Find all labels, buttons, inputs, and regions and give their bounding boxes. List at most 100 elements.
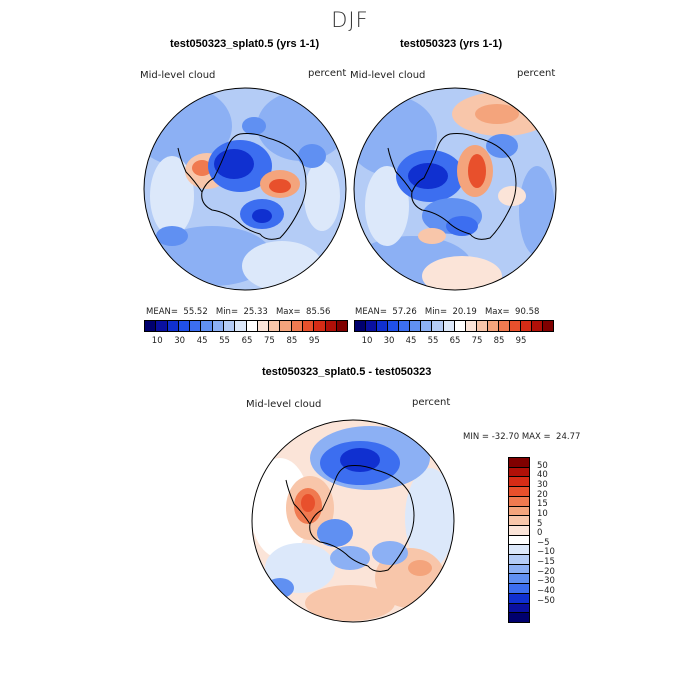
colorbar-tick-label: 15 <box>537 499 548 510</box>
figure-title: DJF <box>331 8 369 32</box>
colorbar-swatch <box>476 321 488 331</box>
colorbar-swatch <box>399 321 411 331</box>
colorbar-swatch <box>509 613 529 622</box>
colorbar-tick-label: 75 <box>471 336 483 346</box>
panel-1-title: test050323_splat0.5 (yrs 1-1) <box>170 38 320 50</box>
colorbar-tick-label: −10 <box>537 547 555 558</box>
colorbar-swatch <box>520 321 532 331</box>
colorbar-tick-label: −40 <box>537 586 555 597</box>
panel-1-units: percent <box>308 68 347 79</box>
panel-2-max-value: 90.58 <box>515 307 540 317</box>
colorbar-swatch <box>509 496 529 507</box>
colorbar-swatch <box>145 321 157 331</box>
panel-1-max-label: Max= <box>275 307 301 317</box>
panel-3-units: percent <box>412 397 451 408</box>
colorbar-tick-label: 65 <box>241 336 253 346</box>
colorbar-swatch <box>257 321 270 331</box>
colorbar-swatch <box>325 321 337 331</box>
panel-2-units: percent <box>517 68 556 79</box>
colorbar-tick-label: 85 <box>286 336 298 346</box>
colorbar-swatch <box>465 321 477 331</box>
colorbar-tick-label: 65 <box>449 336 461 346</box>
colorbar-swatch <box>509 555 529 565</box>
panel-3-max-value: 24.77 <box>556 432 581 442</box>
panel-1-stats: MEAN= 55.52 Min= 25.33 Max= 85.56 <box>146 307 330 317</box>
panel-3-field-label: Mid-level cloud <box>246 399 322 410</box>
colorbar-swatch <box>167 321 179 331</box>
colorbar-tick-label: 10 <box>361 336 373 346</box>
colorbar-swatch <box>509 564 529 575</box>
colorbar-tick-label: 10 <box>537 508 548 519</box>
colorbar-swatch <box>509 467 529 478</box>
colorbar-swatch <box>543 321 554 331</box>
colorbar-swatch <box>532 321 544 331</box>
colorbar-tick-label: −5 <box>537 537 550 548</box>
panel-1-field-label: Mid-level cloud <box>140 70 216 81</box>
colorbar-tick-label: 20 <box>537 489 548 500</box>
colorbar-swatch <box>178 321 191 331</box>
colorbar-tick-label: 40 <box>537 470 548 481</box>
colorbar-swatch <box>291 321 303 331</box>
colorbar-tick-label: 50 <box>537 460 548 471</box>
colorbar-swatch <box>509 535 529 546</box>
panel-1-min-label: Min= <box>215 307 239 317</box>
panel-3-stats: MIN = -32.70 MAX = 24.77 <box>463 432 580 442</box>
panel-2-mean-value: 57.26 <box>392 307 417 317</box>
colorbar-swatch <box>212 321 224 331</box>
panel-3-max-label: MAX = <box>521 432 551 442</box>
colorbar-swatch <box>509 525 529 536</box>
colorbar-tick-label: 0 <box>537 528 543 539</box>
colorbar-swatch <box>201 321 213 331</box>
colorbar-swatch <box>410 321 422 331</box>
panel-1-polar-map <box>143 87 347 291</box>
panel-2-min-label: Min= <box>424 307 448 317</box>
colorbar-swatch <box>280 321 292 331</box>
colorbar-swatch <box>223 321 236 331</box>
colorbar-swatch <box>377 321 389 331</box>
colorbar-tick-label: 45 <box>405 336 417 346</box>
colorbar-swatch <box>509 477 529 488</box>
colorbar-swatch <box>235 321 247 331</box>
colorbar-swatch <box>509 603 529 614</box>
colorbar-swatch <box>302 321 315 331</box>
colorbar-swatch <box>432 321 444 331</box>
colorbar-swatch <box>269 321 281 331</box>
panel-3-title: test050323_splat0.5 - test050323 <box>262 366 432 378</box>
colorbar-tick-label: 30 <box>537 479 548 490</box>
colorbar-tick-label: 5 <box>537 518 543 529</box>
panel-2-stats: MEAN= 57.26 Min= 20.19 Max= 90.58 <box>355 307 539 317</box>
panel-1-mean-label: MEAN= <box>146 307 178 317</box>
colorbar-tick-label: 75 <box>264 336 275 346</box>
colorbar-swatch <box>509 516 529 526</box>
colorbar-tick-label: −50 <box>537 595 555 606</box>
colorbar-swatch <box>336 321 348 331</box>
panel-2-mean-label: MEAN= <box>355 307 387 317</box>
colorbar-tick-label: 30 <box>383 336 395 346</box>
colorbar-tick-label: 45 <box>196 336 208 346</box>
panel-3-min-label: MIN = <box>463 432 490 442</box>
colorbar-tick-label: 10 <box>151 336 163 346</box>
panel-1-mean-value: 55.52 <box>183 307 208 317</box>
colorbar-tick-label: 55 <box>219 336 230 346</box>
panel-2-colorbar <box>354 320 554 332</box>
colorbar-swatch <box>509 545 529 556</box>
colorbar-swatch <box>498 321 510 331</box>
colorbar-swatch <box>443 321 455 331</box>
panel-2-title: test050323 (yrs 1-1) <box>400 38 503 50</box>
colorbar-swatch <box>509 506 529 517</box>
panel-2-max-label: Max= <box>484 307 510 317</box>
colorbar-swatch <box>509 593 529 604</box>
colorbar-tick-label: 55 <box>427 336 439 346</box>
colorbar-swatch <box>388 321 400 331</box>
colorbar-swatch <box>509 574 529 585</box>
colorbar-tick-label: −15 <box>537 557 555 568</box>
panel-1-min-value: 25.33 <box>243 307 268 317</box>
panel-1-max-value: 85.56 <box>306 307 331 317</box>
colorbar-swatch <box>366 321 378 331</box>
colorbar-swatch <box>314 321 326 331</box>
colorbar-tick-label: 95 <box>308 336 320 346</box>
panel-3-colorbar <box>508 457 530 623</box>
colorbar-swatch <box>421 321 433 331</box>
colorbar-tick-label: −30 <box>537 576 555 587</box>
panel-3-polar-map <box>251 419 455 623</box>
